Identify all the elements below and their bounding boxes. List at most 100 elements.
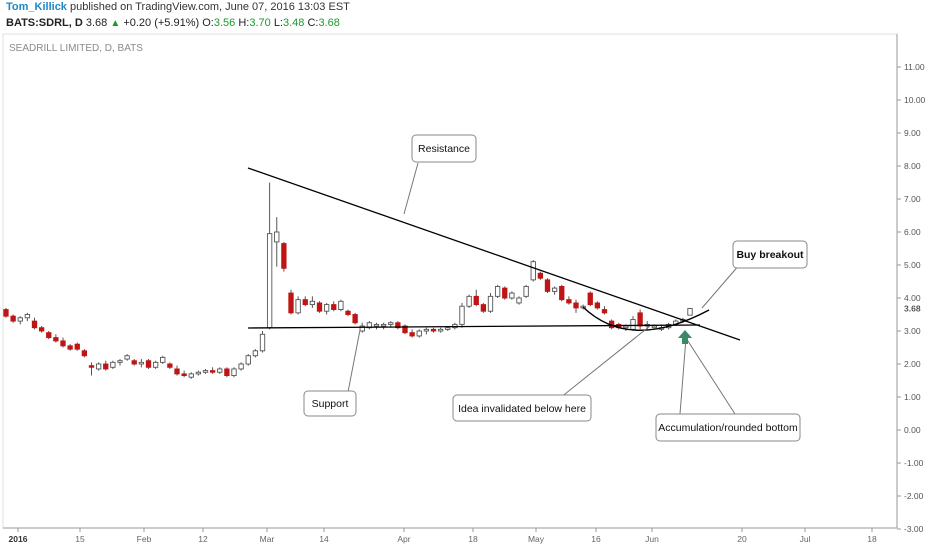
candle-up: [252, 350, 259, 357]
candle-down: [224, 368, 230, 377]
high-label: H:: [238, 17, 250, 29]
x-axis: 2016 15 Feb 12 Mar 14 Apr 18 May 16 Jun 20 Jul 18: [9, 528, 877, 544]
accumulation-callout-pointer-b: [685, 337, 736, 415]
candle-down: [395, 322, 401, 329]
candle-up: [323, 304, 330, 312]
x-tick-label: May: [528, 534, 545, 544]
candle-up: [516, 297, 522, 304]
candle-up: [274, 231, 280, 243]
accumulation-label: Accumulation/rounded bottom: [658, 422, 798, 434]
candle-up: [687, 308, 693, 316]
candle-up: [494, 286, 501, 297]
candle-up: [551, 287, 558, 292]
symbol-label: BATS:SDRL, D: [6, 17, 83, 29]
x-tick-label: 2016: [9, 534, 28, 544]
candle-up: [245, 355, 251, 365]
candle-down: [352, 314, 358, 324]
low-label: L:: [273, 17, 283, 29]
resistance-callout-pointer: [403, 162, 419, 215]
candle-up: [17, 317, 23, 322]
candle-up: [423, 328, 430, 332]
candle-up: [388, 322, 394, 325]
candle-up: [359, 325, 365, 332]
candle-up: [338, 300, 344, 310]
y-tick-label: -1.00: [904, 458, 924, 468]
low-value: 3.48: [283, 17, 305, 29]
candle-down: [409, 332, 415, 337]
candle-down: [10, 315, 16, 322]
candle-up: [309, 300, 316, 306]
y-tick-label: 6.00: [904, 227, 921, 237]
candle-down: [53, 337, 59, 342]
accumulation-callout: Accumulation/rounded bottom: [655, 413, 801, 442]
candle-down: [316, 302, 323, 312]
candle-down: [88, 365, 95, 368]
candle-up: [651, 325, 658, 329]
invalidated-label: Idea invalidated below here: [458, 403, 586, 415]
candle-down: [3, 309, 9, 317]
candle-down: [502, 287, 508, 299]
chart-title: SEADRILL LIMITED, D, BATS: [9, 43, 143, 54]
y-tick-label: -3.00: [904, 524, 924, 534]
last-price: 3.68: [85, 17, 108, 29]
candle-down: [31, 320, 38, 329]
x-tick-label: 18: [867, 534, 877, 544]
publish-line: Tom_Killick published on TradingView.com…: [6, 1, 350, 13]
high-value: 3.70: [249, 17, 271, 29]
candle-up: [445, 327, 451, 330]
x-tick-label: 18: [468, 534, 478, 544]
candle-down: [544, 279, 551, 292]
candle-up: [630, 319, 636, 330]
candle-up: [195, 371, 202, 375]
candle-up: [24, 314, 31, 319]
y-tick-label: 10.00: [904, 95, 926, 105]
publish-info: published on TradingView.com, June 07, 2…: [66, 1, 350, 13]
candle-down: [302, 299, 308, 306]
close-value: 3.68: [318, 17, 340, 29]
candle-up: [152, 361, 159, 368]
candle-up: [95, 363, 102, 370]
arrow-up-icon: [678, 330, 692, 344]
candle-up: [373, 323, 380, 327]
candle-up: [138, 361, 145, 365]
open-label: O:: [202, 17, 214, 29]
candle-down: [81, 350, 88, 357]
y-tick-label: 5.00: [904, 260, 921, 270]
candle-up: [459, 305, 465, 325]
candle-up: [466, 295, 472, 307]
ohlc-line: BATS:SDRL, D 3.68 ▲ +0.20 (+5.91%) O:3.5…: [6, 17, 340, 29]
candle-up: [266, 233, 273, 329]
candle-down: [38, 327, 45, 332]
candle-up: [124, 355, 130, 360]
candle-down: [145, 360, 152, 368]
triangle-up-icon: ▲: [110, 18, 121, 29]
author-link[interactable]: Tom_Killick: [6, 1, 67, 13]
breakout-callout-pointer: [701, 263, 741, 309]
candle-up: [623, 325, 629, 329]
candle-up: [188, 373, 194, 378]
candle-up: [117, 360, 123, 363]
candle-up: [437, 328, 444, 332]
candle-up: [160, 356, 166, 363]
candle-down: [637, 312, 643, 327]
candle-down: [473, 295, 479, 306]
support-callout: Support: [303, 390, 357, 417]
y-tick-label: -2.00: [904, 491, 924, 501]
y-tick-label: 3.00: [904, 326, 921, 336]
y-axis: 11.00 10.00 9.00 8.00 7.00 6.00 5.00 4.00 3.00 2.…: [897, 62, 926, 534]
invalidated-callout: Idea invalidated below here: [452, 394, 592, 422]
x-tick-label: 15: [75, 534, 85, 544]
x-tick-label: Jun: [645, 534, 659, 544]
open-value: 3.56: [213, 17, 236, 29]
support-label: Support: [312, 398, 349, 410]
x-tick-label: Apr: [397, 534, 410, 544]
candle-up: [509, 292, 515, 299]
x-tick-label: 16: [591, 534, 601, 544]
candle-up: [523, 286, 529, 297]
candles: [3, 182, 693, 379]
candle-down: [573, 302, 579, 309]
candle-up: [416, 330, 422, 337]
x-tick-label: Jul: [800, 534, 811, 544]
resistance-callout: Resistance: [411, 134, 477, 163]
